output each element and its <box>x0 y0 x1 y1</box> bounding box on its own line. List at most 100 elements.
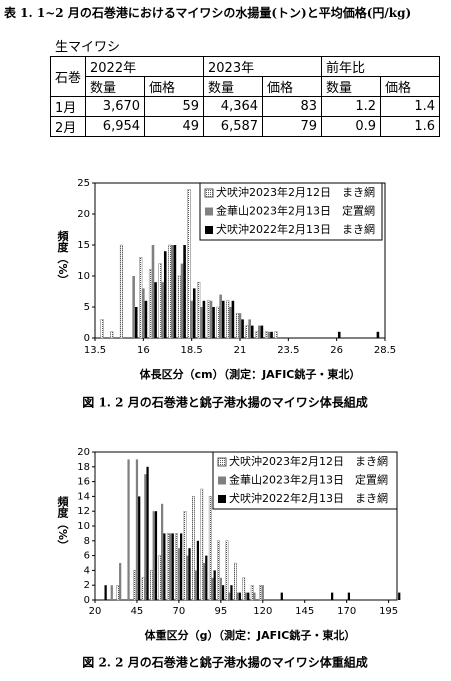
bar <box>225 540 229 601</box>
bar <box>219 577 222 600</box>
x-tick-label: 28.5 <box>374 345 396 356</box>
bar <box>171 245 174 338</box>
legend-swatch <box>218 495 226 503</box>
y-axis-label: 頻度（%） <box>56 495 70 551</box>
x-tick-label: 170 <box>337 606 356 617</box>
bar <box>132 276 135 338</box>
bar <box>194 570 197 600</box>
bar <box>138 496 141 600</box>
y-tick-label: 15 <box>77 240 90 251</box>
bar <box>261 585 264 600</box>
bar <box>217 540 220 601</box>
x-axis-label: 体重区分（g）（測定：JAFIC銚子・東北） <box>145 628 356 642</box>
bar <box>209 300 213 338</box>
bar <box>230 585 233 600</box>
bar <box>104 585 107 600</box>
bar <box>160 503 164 600</box>
legend-box <box>212 451 398 510</box>
bar <box>331 592 334 600</box>
bar <box>175 533 178 601</box>
bar <box>267 331 271 338</box>
bar <box>110 585 113 600</box>
x-tick-label: 26 <box>330 345 343 356</box>
bar <box>248 319 251 338</box>
data-cell: 3,670 <box>85 96 146 117</box>
bar <box>183 511 187 601</box>
bar <box>376 331 380 338</box>
bar <box>166 533 170 601</box>
bar <box>141 577 145 601</box>
bar <box>234 562 237 601</box>
bar <box>219 294 222 338</box>
figure-caption: 図 2. 2 月の石巻港と銚子港水揚のマイワシ体重組成 <box>82 655 367 670</box>
data-cell: 6,587 <box>203 116 264 137</box>
header-cell: 数量 <box>321 76 382 97</box>
bar <box>196 540 200 600</box>
bar <box>238 313 242 338</box>
legend-label: 犬吠沖2022年2月13日 まき網 <box>229 491 388 505</box>
legend-label: 金華山2023年2月13日 定置網 <box>229 473 388 487</box>
bar <box>347 592 351 600</box>
figure-caption: 図 1. 2 月の石巻港と銚子港水揚のマイワシ体長組成 <box>82 395 367 410</box>
bar <box>398 592 401 600</box>
bar <box>205 555 208 600</box>
bar <box>242 577 246 601</box>
bar <box>186 555 189 600</box>
header-row: 石巻 2022年 2023年 前年比 <box>49 56 441 97</box>
y-tick-label: 18 <box>77 462 90 473</box>
bar <box>152 511 155 600</box>
y-tick-label: 20 <box>77 209 90 220</box>
bar <box>221 300 225 338</box>
bar <box>270 331 273 338</box>
bar <box>253 592 256 600</box>
bar <box>226 300 230 339</box>
bar <box>216 306 220 339</box>
x-tick-label: 95 <box>214 606 227 617</box>
bar <box>241 319 244 338</box>
bar <box>208 496 212 601</box>
y-tick-label: 0 <box>84 595 90 606</box>
bar <box>192 288 196 338</box>
y-tick-label: 6 <box>84 551 90 562</box>
bar <box>245 325 249 339</box>
bar <box>238 592 241 600</box>
legend-label: 犬吠沖2023年2月12日 まき網 <box>216 185 375 199</box>
bar <box>192 496 195 601</box>
bar <box>180 263 184 338</box>
bar <box>255 331 259 339</box>
header-cell: 石巻 <box>49 56 87 97</box>
bar <box>200 307 203 338</box>
bar <box>177 275 181 339</box>
bar <box>146 466 149 600</box>
y-tick-label: 12 <box>77 506 90 517</box>
y-tick-label: 2 <box>84 580 90 591</box>
bar <box>139 257 143 339</box>
bar <box>250 585 254 601</box>
bar <box>206 300 210 339</box>
bar <box>169 533 172 600</box>
bar <box>154 282 157 338</box>
bar <box>197 282 201 339</box>
bar <box>150 570 153 601</box>
x-tick-label: 45 <box>131 606 144 617</box>
y-tick-label: 4 <box>84 565 90 576</box>
x-tick-label: 120 <box>253 606 272 617</box>
legend-swatch <box>204 188 214 198</box>
data-cell: 0.9 <box>321 116 382 137</box>
data-cell: 1.4 <box>380 96 441 117</box>
bar <box>274 331 278 339</box>
bar <box>247 592 250 600</box>
bar <box>133 570 137 601</box>
bar <box>244 592 248 600</box>
bar <box>213 570 216 600</box>
bar <box>235 313 239 339</box>
table-caption: 生マイワシ <box>55 40 121 55</box>
y-tick-label: 14 <box>77 491 90 502</box>
bar <box>183 245 186 338</box>
bar <box>144 300 148 338</box>
x-tick-label: 195 <box>379 606 398 617</box>
bar <box>280 592 283 600</box>
x-tick-label: 18.5 <box>181 345 203 356</box>
bar <box>337 331 341 338</box>
